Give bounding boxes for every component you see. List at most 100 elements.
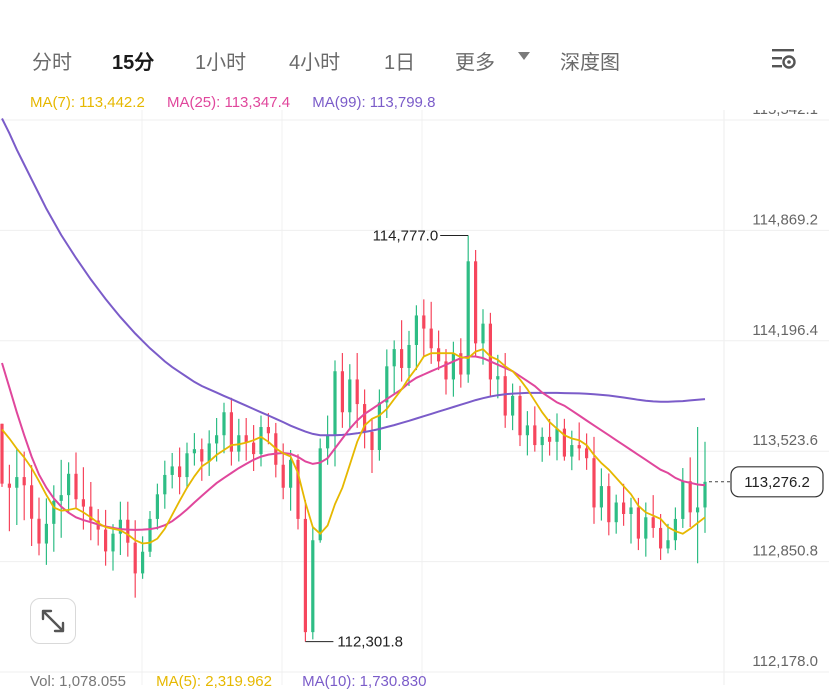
- candle-43: [318, 438, 322, 543]
- candle-63: [466, 235, 470, 383]
- candle-49: [363, 389, 367, 449]
- volume-legend: Vol: 1,078.055 MA(5): 2,319.962 MA(10): …: [30, 673, 452, 690]
- candle-57: [422, 299, 426, 357]
- candle-69: [511, 383, 515, 431]
- candle-8: [59, 459, 63, 538]
- ma7-legend: MA(7): 113,442.2: [30, 94, 145, 111]
- ma-legend: MA(7): 113,442.2 MA(25): 113,347.4 MA(99…: [30, 94, 453, 111]
- candle-79: [585, 433, 589, 470]
- candle-12: [89, 481, 93, 541]
- tab-timeshare[interactable]: 分时: [32, 52, 72, 74]
- candle-64: [474, 249, 478, 357]
- candle-61: [451, 341, 455, 397]
- candle-89: [659, 513, 663, 560]
- volume-value: Vol: 1,078.055: [30, 673, 126, 690]
- candle-56: [414, 305, 418, 371]
- candle-90: [666, 523, 670, 554]
- candle-1: [7, 464, 11, 532]
- candle-2: [15, 449, 19, 525]
- candle-70: [518, 385, 522, 447]
- tab-depth-chart[interactable]: 深度图: [560, 52, 620, 74]
- candle-14: [104, 509, 108, 566]
- candle-15: [111, 524, 115, 571]
- ma99-line: [1, 118, 706, 437]
- candle-51: [377, 389, 381, 461]
- candle-6: [44, 498, 48, 565]
- candle-62: [459, 338, 463, 388]
- high-price-label: 114,777.0: [373, 228, 439, 245]
- caret-down-icon[interactable]: [518, 52, 530, 60]
- candle-78: [577, 422, 581, 461]
- candle-59: [437, 330, 441, 371]
- tab-1h[interactable]: 1小时: [195, 52, 247, 74]
- candlestick-chart[interactable]: 115,542.1 114,869.2 114,196.4 113,523.6 112,…: [0, 110, 829, 685]
- candle-31: [229, 397, 233, 466]
- chart-grid: [0, 110, 829, 685]
- current-price-box: [730, 466, 824, 498]
- candle-21: [155, 483, 159, 530]
- candle-5: [37, 497, 41, 556]
- candle-7: [52, 485, 56, 552]
- y-tick-label-3: 113,523.6: [752, 432, 818, 449]
- timeframe-tabs: 分时 15分 1小时 4小时 1日 更多 深度图: [0, 0, 829, 110]
- candle-85: [629, 497, 633, 544]
- candle-50: [370, 418, 374, 473]
- candle-81: [599, 468, 603, 521]
- candle-46: [340, 353, 344, 428]
- chart-annotations: 114,777.0 112,301.8 113,276.2: [305, 228, 824, 651]
- candles: [0, 235, 707, 642]
- y-tick-label-5: 112,178.0: [752, 653, 818, 670]
- y-axis-ticks: 115,542.1 114,869.2 114,196.4 113,523.6 112,…: [752, 110, 818, 670]
- y-tick-label-2: 114,196.4: [752, 322, 818, 339]
- candle-93: [688, 457, 692, 528]
- ma25-legend: MA(25): 113,347.4: [166, 94, 291, 111]
- candle-25: [185, 442, 189, 489]
- candle-39: [289, 450, 293, 511]
- candle-80: [592, 436, 596, 524]
- candle-84: [622, 483, 626, 526]
- current-price-label: 113,276.2: [744, 474, 810, 491]
- y-tick-label-1: 114,869.2: [752, 211, 818, 228]
- candle-13: [96, 509, 100, 546]
- tab-15m[interactable]: 15分: [112, 52, 155, 74]
- tab-more[interactable]: 更多: [455, 52, 495, 74]
- candle-77: [570, 430, 574, 471]
- candle-3: [22, 451, 26, 521]
- candle-0: [0, 423, 4, 487]
- ma99-legend: MA(99): 113,799.8: [312, 94, 436, 111]
- candle-71: [525, 411, 529, 456]
- y-tick-label-4: 112,850.8: [752, 543, 818, 560]
- candle-30: [222, 402, 226, 454]
- candle-83: [614, 494, 618, 534]
- candle-60: [444, 349, 448, 395]
- candle-18: [133, 520, 137, 598]
- candle-53: [392, 340, 396, 395]
- candle-73: [540, 427, 544, 462]
- candle-74: [548, 418, 552, 456]
- candle-65: [481, 309, 485, 365]
- candle-35: [259, 415, 263, 467]
- candle-52: [385, 349, 389, 419]
- tab-1d[interactable]: 1日: [384, 52, 416, 74]
- candle-41: [303, 500, 307, 642]
- expand-chart-button[interactable]: [30, 598, 76, 644]
- volume-ma5: MA(5): 2,319.962: [156, 673, 272, 690]
- candle-54: [400, 320, 404, 382]
- candle-23: [170, 452, 174, 489]
- settings-sliders-icon[interactable]: [770, 46, 798, 72]
- candle-28: [207, 430, 211, 476]
- candle-40: [296, 454, 300, 530]
- candle-34: [252, 425, 256, 472]
- candle-47: [348, 364, 352, 431]
- candle-72: [533, 406, 537, 452]
- ma25-line: [1, 355, 706, 531]
- candle-92: [681, 468, 685, 528]
- candle-36: [266, 413, 270, 445]
- candle-67: [496, 354, 500, 399]
- volume-ma10: MA(10): 1,730.830: [302, 673, 427, 690]
- candle-66: [488, 312, 492, 396]
- candle-10: [74, 452, 78, 509]
- tab-4h[interactable]: 4小时: [289, 52, 341, 74]
- y-tick-label-0: 115,542.1: [752, 110, 818, 118]
- candle-22: [163, 460, 167, 509]
